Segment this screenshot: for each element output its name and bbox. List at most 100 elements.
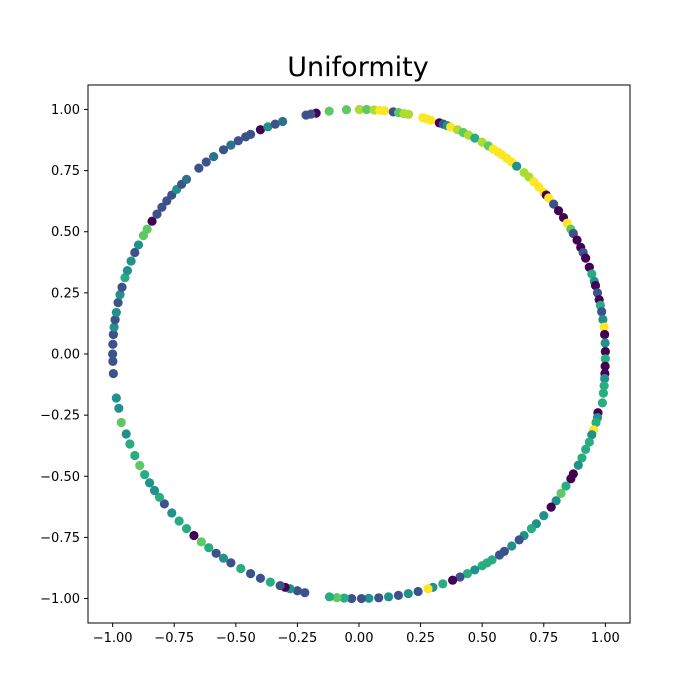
- scatter-point-159: [133, 240, 144, 250]
- scatter-point-170: [194, 163, 204, 173]
- scatter-point-24: [470, 133, 480, 143]
- scatter-point-145: [108, 356, 118, 366]
- scatter-point-59: [599, 322, 609, 332]
- scatter-point-155: [120, 273, 130, 283]
- scatter-point-96: [470, 565, 480, 575]
- scatter-point-76: [581, 444, 591, 454]
- scatter-point-181: [278, 116, 288, 127]
- scatter-point-61: [600, 338, 610, 348]
- scatter-point-121: [246, 569, 256, 579]
- scatter-point-84: [546, 502, 556, 512]
- scatter-point-114: [300, 588, 310, 598]
- scatter-point-108: [364, 593, 374, 603]
- scatter-point-92: [494, 550, 505, 560]
- x-tick-label: −1.00: [93, 631, 133, 646]
- scatter-point-115: [292, 586, 303, 596]
- scatter-point-77: [577, 453, 587, 463]
- y-tick-label: −1.00: [40, 592, 80, 607]
- scatter-point-16: [426, 115, 436, 125]
- scatter-point-41: [553, 206, 564, 216]
- scatter-point-125: [211, 548, 221, 558]
- scatter-point-95: [477, 561, 487, 571]
- scatter-point-105: [393, 590, 404, 600]
- scatter-point-157: [126, 256, 136, 266]
- scatter-point-151: [111, 307, 121, 318]
- scatter-point-164: [157, 202, 167, 212]
- scatter-point-10: [403, 109, 414, 119]
- scatter-point-128: [189, 530, 199, 541]
- y-tick-label: −0.75: [40, 531, 80, 546]
- scatter-point-110: [347, 593, 357, 604]
- scatter-point-122: [236, 563, 246, 574]
- scatter-point-147: [108, 339, 118, 349]
- scatter-point-63: [600, 354, 610, 364]
- scatter-point-113: [324, 592, 335, 602]
- x-tick-label: −0.75: [154, 631, 194, 646]
- y-tick-label: 0.00: [51, 348, 80, 363]
- scatter-point-74: [587, 430, 597, 440]
- scatter-point-67: [599, 381, 609, 391]
- x-axis: −1.00 −0.75 −0.50 −0.25 0.00 0.25 0.50 0.75 1.00: [93, 623, 620, 646]
- scatter-point-102: [423, 584, 433, 594]
- scatter-point-49: [581, 253, 591, 263]
- scatter-point-148: [108, 329, 118, 340]
- scatter-point-89: [514, 535, 524, 545]
- scatter-point-78: [573, 460, 583, 470]
- scatter-point-120: [255, 573, 266, 583]
- y-axis: 1.00 0.75 0.50 0.25 0.00 −0.25 −0.50 −0.75 −1.00: [40, 103, 88, 607]
- scatter-point-136: [140, 469, 150, 480]
- scatter-point-112: [332, 592, 342, 603]
- x-tick-label: 0.50: [468, 631, 497, 646]
- scatter-point-0: [354, 104, 365, 115]
- scatter-point-62: [600, 346, 610, 357]
- scatter-point-141: [116, 417, 126, 428]
- scatter-point-66: [600, 373, 610, 384]
- scatter-point-124: [218, 553, 229, 563]
- chart-title: Uniformity: [287, 52, 428, 83]
- scatter-point-87: [526, 524, 537, 534]
- y-tick-label: −0.50: [40, 470, 80, 485]
- scatter-point-118: [275, 580, 285, 591]
- scatter-point-161: [142, 224, 152, 234]
- scatter-point-178: [255, 125, 266, 135]
- scatter-point-140: [121, 429, 131, 439]
- scatter-point-150: [110, 315, 120, 325]
- scatter-point-107: [374, 593, 384, 603]
- scatter-point-72: [591, 417, 601, 428]
- scatter-point-51: [587, 269, 597, 279]
- x-tick-label: −0.50: [216, 631, 256, 646]
- scatter-point-60: [600, 329, 610, 340]
- scatter-point-143: [111, 393, 121, 403]
- scatter-point-64: [600, 361, 610, 371]
- x-tick-label: 0.25: [406, 631, 435, 646]
- scatter-point-175: [233, 136, 243, 146]
- scatter-point-75: [584, 437, 594, 447]
- scatter-point-158: [130, 247, 140, 258]
- scatter-point-131: [167, 508, 177, 518]
- x-tick-label: 0.00: [345, 631, 374, 646]
- scatter-point-119: [265, 577, 275, 587]
- scatter-point-149: [109, 322, 119, 332]
- scatter-point-153: [115, 289, 125, 300]
- scatter-point-123: [226, 558, 236, 568]
- scatter-point-80: [566, 474, 576, 484]
- scatter-point-169: [181, 174, 192, 184]
- scatter-point-144: [108, 368, 118, 379]
- scatter-point-139: [125, 439, 135, 449]
- scatter-point-82: [556, 488, 566, 498]
- scatter-point-13: [301, 110, 311, 120]
- scatter-point-32: [512, 161, 522, 171]
- points-layer: [108, 104, 610, 604]
- scatter-point-69: [597, 398, 608, 408]
- y-tick-label: −0.25: [40, 409, 80, 424]
- scatter-point-135: [144, 478, 155, 488]
- scatter-point-109: [356, 593, 367, 604]
- scatter-point-163: [152, 209, 162, 219]
- scatter-point-134: [149, 485, 160, 496]
- scatter-point-152: [113, 298, 123, 308]
- scatter-point-99: [448, 575, 458, 585]
- scatter-point-162: [147, 216, 157, 226]
- scatter-point-172: [209, 152, 219, 162]
- scatter-point-4: [324, 106, 334, 116]
